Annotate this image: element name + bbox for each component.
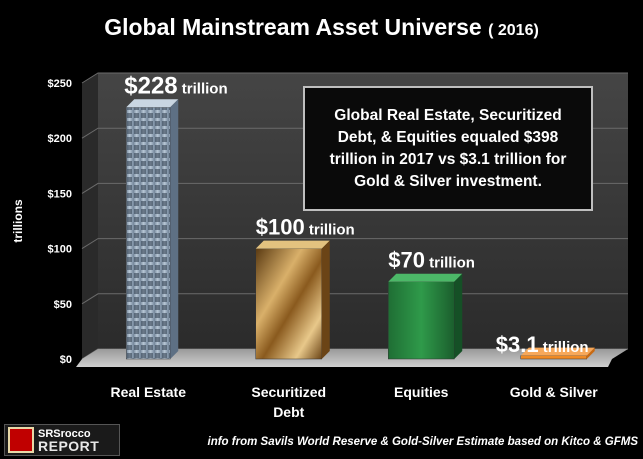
- bar-side: [321, 240, 330, 359]
- bar-securitized-debt: [255, 248, 322, 360]
- category-label: Real Estate: [111, 384, 187, 400]
- bar-top: [255, 240, 330, 249]
- category-label: Equities: [394, 384, 449, 400]
- y-axis-label: trillions: [11, 199, 25, 243]
- data-label: $3.1 trillion: [496, 332, 589, 357]
- bar-side: [454, 273, 463, 359]
- bar-top: [388, 273, 463, 282]
- category-label: Securitized: [251, 384, 326, 400]
- data-label: $70 trillion: [388, 248, 475, 273]
- logo-mark-icon: [8, 427, 34, 453]
- title-main: Global Mainstream Asset Universe: [104, 14, 482, 40]
- logo-line-2: REPORT: [38, 438, 100, 454]
- category-label: Debt: [273, 404, 304, 420]
- plot-side-wall: [82, 73, 98, 359]
- data-label: $100 trillion: [256, 215, 355, 240]
- source-note: info from Savils World Reserve & Gold-Si…: [207, 436, 639, 448]
- y-tick-label: $250: [48, 78, 72, 90]
- y-tick-label: $100: [48, 244, 72, 256]
- y-tick-label: $0: [60, 354, 72, 366]
- bar-real-estate: [126, 107, 171, 360]
- chart-title: Global Mainstream Asset Universe ( 2016): [0, 14, 643, 41]
- logo-line-1: SRSrocco: [38, 428, 91, 440]
- callout-text: Global Real Estate, Securitized Debt, & …: [329, 106, 567, 190]
- plot-floor: [76, 349, 628, 367]
- bar-side: [586, 347, 595, 359]
- y-tick-label: $150: [48, 188, 72, 200]
- y-tick-label: $50: [54, 299, 72, 311]
- bar-side: [170, 99, 179, 360]
- srsrocco-logo: SRSrocco REPORT: [4, 424, 120, 456]
- bar-top: [126, 99, 179, 108]
- gridline: [81, 72, 628, 84]
- summary-callout: Global Real Estate, Securitized Debt, & …: [303, 86, 593, 211]
- bar-equities: [388, 281, 455, 360]
- data-label: $228 trillion: [124, 72, 227, 99]
- gridline: [81, 238, 628, 250]
- category-label: Gold & Silver: [510, 384, 598, 400]
- y-tick-label: $200: [48, 133, 72, 145]
- title-year: ( 2016): [488, 22, 539, 39]
- bar-top: [520, 347, 595, 356]
